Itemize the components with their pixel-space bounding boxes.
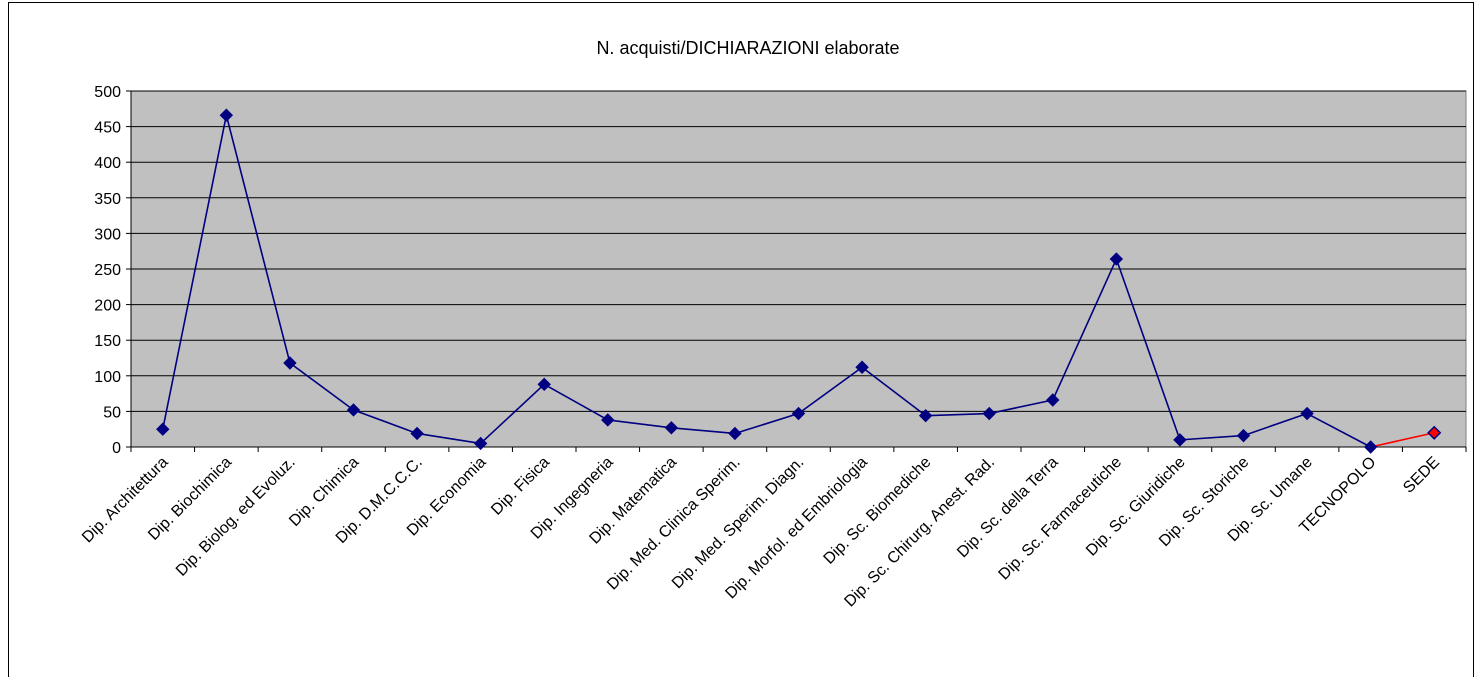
data-point xyxy=(156,422,170,436)
series-line-segment xyxy=(1243,412,1308,437)
data-point xyxy=(410,426,424,441)
y-tick-label: 300 xyxy=(94,226,121,243)
series-line-segment xyxy=(925,412,990,417)
y-tick-label: 350 xyxy=(94,191,121,208)
data-point xyxy=(537,377,551,392)
y-tick-label: 250 xyxy=(94,262,121,279)
data-point xyxy=(918,408,933,423)
series-line-segment xyxy=(225,115,291,364)
y-tick-label: 0 xyxy=(112,440,121,457)
series-line-segment xyxy=(416,432,481,445)
series-line-segment xyxy=(1052,258,1118,401)
data-point xyxy=(982,406,996,421)
data-point xyxy=(283,356,297,370)
x-tick-label: Dip. Biolog. ed Evoluz. xyxy=(173,454,299,580)
data-point xyxy=(1046,393,1060,407)
data-point xyxy=(1427,425,1442,440)
chart-title: N. acquisti/DICHIARAZIONI elaborate xyxy=(596,38,899,58)
y-tick-label: 450 xyxy=(94,120,121,137)
data-point xyxy=(855,360,869,374)
y-tick-label: 500 xyxy=(94,84,121,101)
data-point xyxy=(664,421,679,435)
data-point xyxy=(1173,433,1187,447)
x-tick-label: Dip. Sc. Farmaceutiche xyxy=(996,454,1126,584)
x-tick-label: Dip. Med. Sperim. Diagn. xyxy=(669,454,807,592)
x-tick-label: SEDE xyxy=(1400,454,1443,497)
series-line-segment xyxy=(480,383,545,445)
series-line-segment xyxy=(1306,412,1372,448)
data-point xyxy=(1363,440,1378,454)
series-line-segment xyxy=(734,412,799,435)
data-point xyxy=(1109,252,1124,266)
series-line-segment xyxy=(162,115,228,430)
data-point xyxy=(346,403,361,417)
series-line-segment xyxy=(798,366,863,415)
series-line-segment xyxy=(1370,431,1435,448)
data-point xyxy=(728,426,742,441)
x-tick-label: Dip. Med. Clinica Sperim. xyxy=(604,454,744,594)
series-line-segment xyxy=(289,362,354,411)
series-line-segment xyxy=(543,383,609,421)
y-tick-label: 400 xyxy=(94,155,121,172)
series-line-segment xyxy=(607,419,672,429)
series-line-segment xyxy=(1115,258,1181,441)
series-line-segment xyxy=(989,399,1053,415)
data-point xyxy=(473,436,488,451)
y-tick-label: 200 xyxy=(94,298,121,315)
data-point xyxy=(219,108,234,122)
series-line-segment xyxy=(353,409,418,435)
data-point xyxy=(1236,428,1251,443)
x-tick-label: Dip. Sc. Biomediche xyxy=(821,454,935,568)
series-line-segment xyxy=(1179,434,1244,441)
series-line-segment xyxy=(671,426,735,435)
data-point xyxy=(791,406,806,421)
y-tick-label: 150 xyxy=(94,333,121,350)
y-tick-label: 50 xyxy=(103,404,121,421)
x-tick-label: Dip. Fisica xyxy=(488,454,553,519)
series-line-segment xyxy=(861,366,927,417)
data-point xyxy=(1300,406,1314,421)
y-tick-label: 100 xyxy=(94,369,121,386)
data-point xyxy=(601,413,615,427)
